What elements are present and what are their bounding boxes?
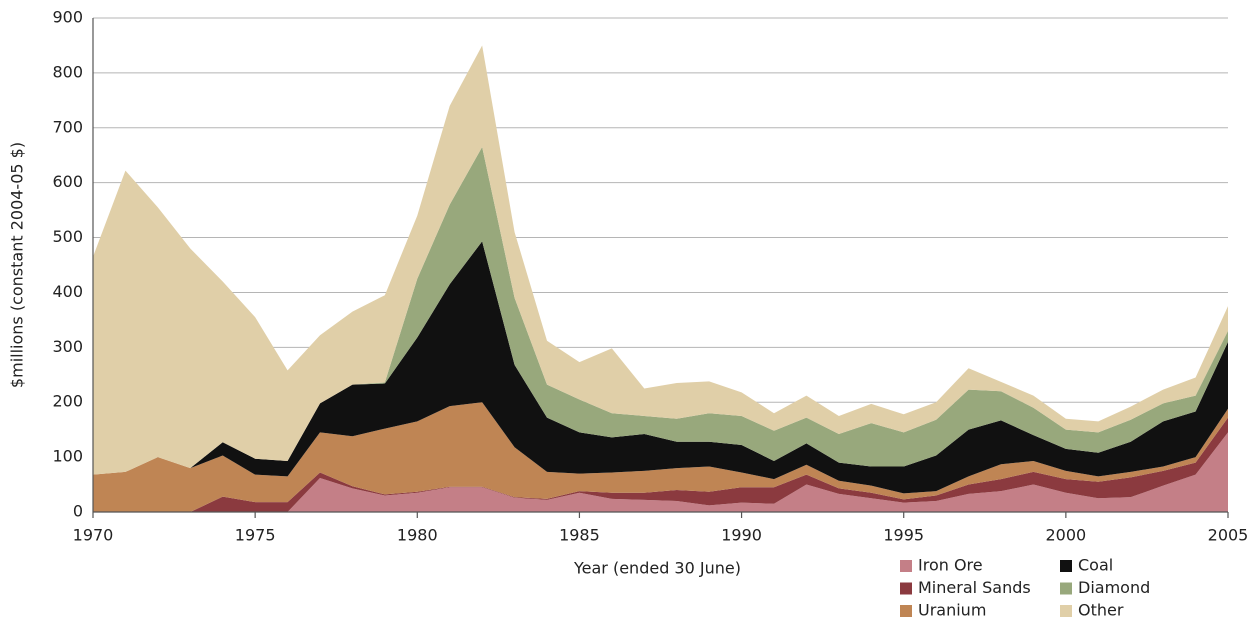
legend-swatch bbox=[900, 560, 912, 572]
legend-label: Uranium bbox=[918, 601, 986, 620]
y-tick-label: 900 bbox=[52, 8, 83, 27]
area bbox=[93, 146, 1228, 475]
legend-label: Iron Ore bbox=[918, 556, 983, 575]
legend-label: Coal bbox=[1078, 556, 1113, 575]
legend-label: Diamond bbox=[1078, 578, 1150, 597]
x-tick-label: 1975 bbox=[235, 526, 276, 545]
legend-swatch bbox=[900, 582, 912, 595]
y-tick-label: 0 bbox=[73, 502, 83, 521]
y-tick-label: 300 bbox=[52, 337, 83, 356]
legend-label: Mineral Sands bbox=[918, 578, 1031, 597]
legend-swatch bbox=[1060, 605, 1072, 617]
y-tick-label: 600 bbox=[52, 172, 83, 191]
y-tick-label: 500 bbox=[52, 227, 83, 246]
legend-swatch bbox=[1060, 560, 1072, 572]
y-tick-label: 400 bbox=[52, 282, 83, 301]
y-tick-label: 100 bbox=[52, 447, 83, 466]
y-axis-label: $millions (constant 2004-05 $) bbox=[8, 142, 27, 388]
area bbox=[93, 241, 1228, 494]
y-tick-label: 700 bbox=[52, 117, 83, 136]
x-tick-label: 1980 bbox=[397, 526, 438, 545]
y-tick-label: 200 bbox=[52, 392, 83, 411]
y-tick-label: 800 bbox=[52, 62, 83, 81]
x-tick-label: 2000 bbox=[1045, 526, 1086, 545]
area bbox=[93, 45, 1228, 475]
area bbox=[93, 417, 1228, 512]
x-tick-label: 1970 bbox=[73, 526, 114, 545]
x-tick-label: 2005 bbox=[1208, 526, 1249, 545]
area bbox=[93, 402, 1228, 512]
x-tick-label: 1990 bbox=[721, 526, 762, 545]
x-tick-label: 1985 bbox=[559, 526, 600, 545]
legend-swatch bbox=[900, 605, 912, 617]
legend-label: Other bbox=[1078, 601, 1124, 620]
legend-swatch bbox=[1060, 582, 1072, 595]
x-tick-label: 1995 bbox=[883, 526, 924, 545]
x-axis-label: Year (ended 30 June) bbox=[573, 559, 741, 578]
area bbox=[93, 432, 1228, 512]
